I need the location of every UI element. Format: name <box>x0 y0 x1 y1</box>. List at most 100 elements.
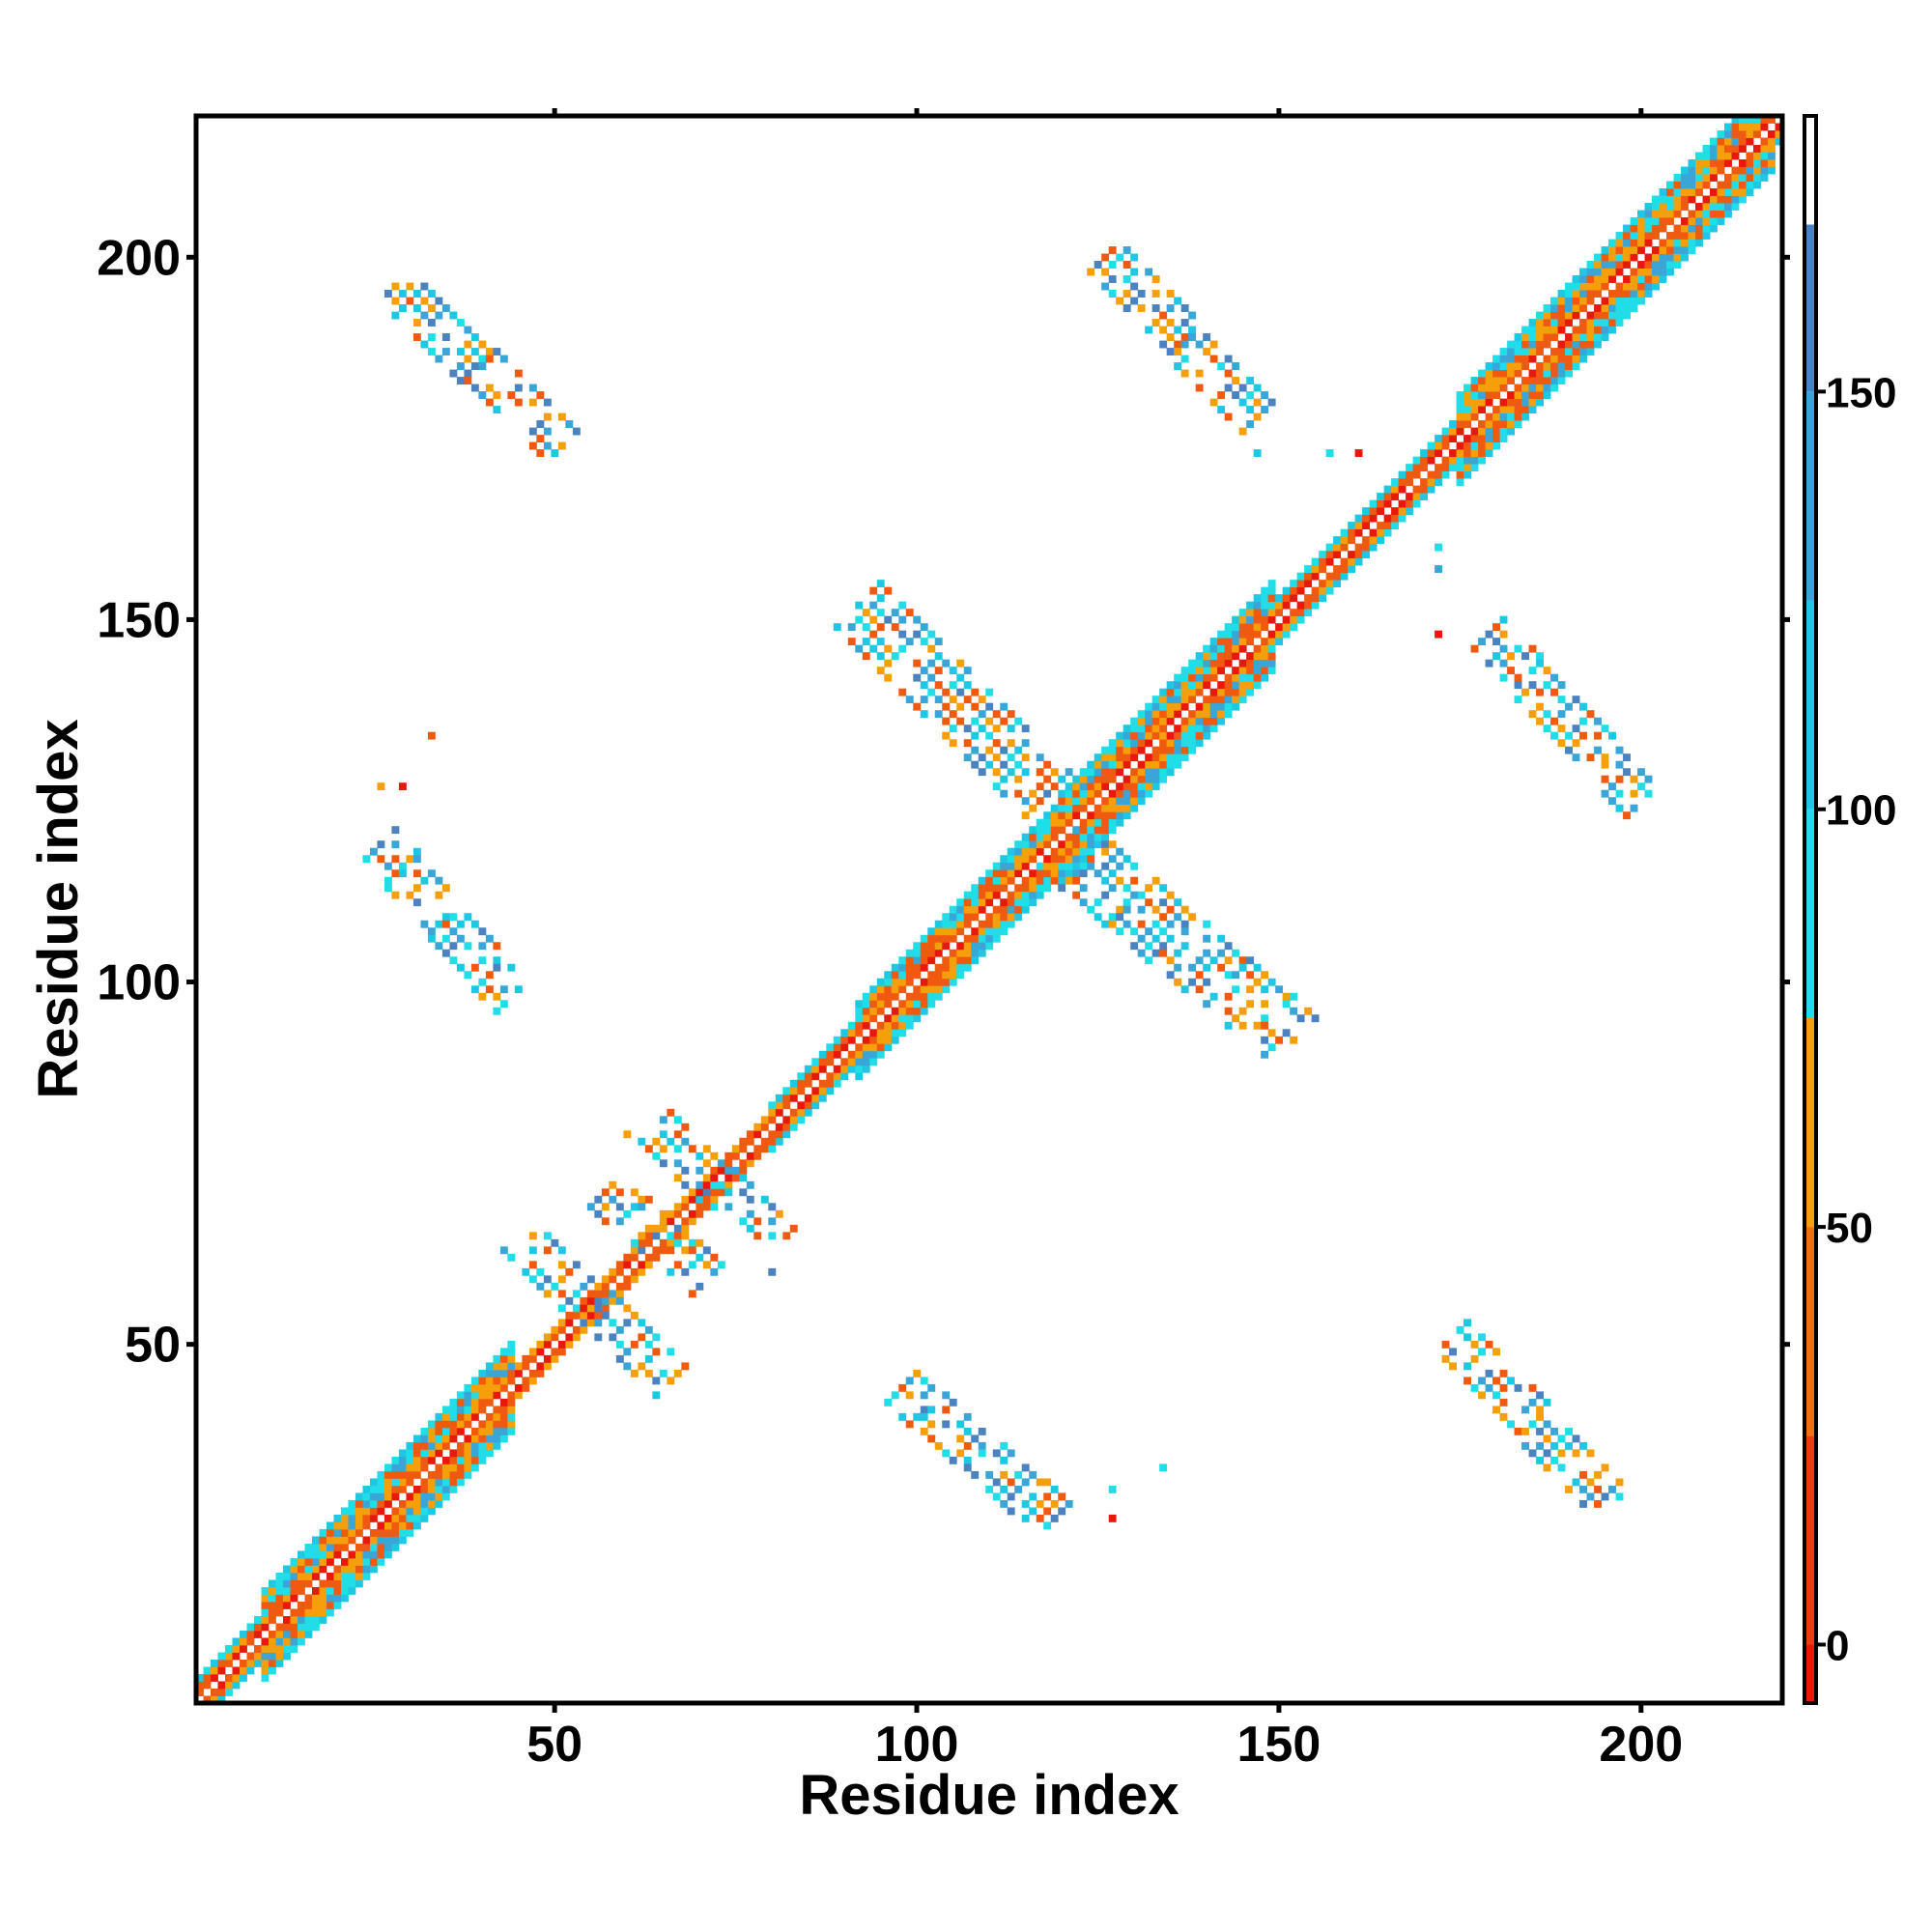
heatmap-cell <box>1166 702 1175 711</box>
heatmap-cell <box>1499 1383 1508 1392</box>
heatmap-cell <box>1325 580 1334 588</box>
heatmap-cell <box>992 876 1001 885</box>
heatmap-cell <box>1203 333 1211 341</box>
heatmap-cell <box>1108 811 1117 820</box>
heatmap-cell <box>673 1203 682 1211</box>
heatmap-cell <box>992 1492 1001 1501</box>
heatmap-cell <box>1101 826 1110 835</box>
heatmap-cell <box>1572 290 1580 298</box>
heatmap-cell <box>927 927 936 936</box>
heatmap-cell <box>456 348 465 355</box>
heatmap-cell <box>1036 782 1044 791</box>
heatmap-cell <box>971 702 980 711</box>
heatmap-cell <box>1485 1369 1493 1378</box>
heatmap-cell <box>586 1304 595 1313</box>
heatmap-cell <box>601 1282 610 1291</box>
heatmap-cell <box>1681 217 1689 225</box>
heatmap-cell <box>1050 826 1059 835</box>
heatmap-cell <box>782 1087 791 1095</box>
heatmap-cell <box>963 956 972 965</box>
heatmap-cell <box>1449 464 1458 472</box>
heatmap-cell <box>913 1014 922 1023</box>
heatmap-cell <box>1151 275 1160 283</box>
heatmap-cell <box>594 1319 603 1327</box>
heatmap-cell <box>1007 768 1015 777</box>
heatmap-cell <box>1217 702 1226 711</box>
heatmap-cell <box>1550 717 1558 725</box>
heatmap-cell <box>956 971 965 980</box>
heatmap-cell <box>898 1021 907 1030</box>
heatmap-cell <box>449 1398 458 1406</box>
heatmap-cell <box>1463 391 1471 399</box>
heatmap-cell <box>1209 340 1218 349</box>
heatmap-cell <box>1644 789 1653 798</box>
heatmap-cell <box>1101 847 1110 856</box>
heatmap-cell <box>398 782 407 791</box>
heatmap-cell <box>1174 340 1182 349</box>
heatmap-cell <box>1209 717 1218 725</box>
heatmap-cell <box>1673 224 1682 233</box>
heatmap-cell <box>1238 667 1247 675</box>
heatmap-cell <box>1203 978 1211 986</box>
heatmap-cell <box>696 1282 704 1291</box>
heatmap-cell <box>551 1354 559 1363</box>
heatmap-cell <box>963 696 972 704</box>
heatmap-cell <box>253 1615 262 1624</box>
heatmap-cell <box>1180 340 1189 349</box>
heatmap-cell <box>840 1058 849 1066</box>
heatmap-cell <box>1166 710 1175 719</box>
heatmap-cell <box>311 1586 320 1595</box>
heatmap-cell <box>1137 717 1146 725</box>
heatmap-cell <box>441 1463 450 1472</box>
heatmap-cell <box>441 1412 450 1421</box>
heatmap-cell <box>905 1007 914 1015</box>
heatmap-cell <box>1224 644 1233 653</box>
heatmap-cell <box>1760 159 1769 167</box>
heatmap-cell <box>217 1689 226 1696</box>
heatmap-cell <box>1087 862 1095 870</box>
heatmap-cell <box>638 1267 646 1276</box>
heatmap-cell <box>1232 673 1240 682</box>
heatmap-cell <box>478 1427 487 1435</box>
heatmap-cell <box>1021 898 1030 907</box>
heatmap-cell <box>1232 644 1240 653</box>
heatmap-cell <box>659 1217 668 1226</box>
heatmap-cell <box>1724 181 1732 189</box>
heatmap-cell <box>1188 963 1197 972</box>
heatmap-cell <box>1630 246 1638 254</box>
heatmap-cell <box>688 1195 696 1204</box>
heatmap-cell <box>630 1203 639 1211</box>
heatmap-cell <box>1717 217 1725 225</box>
heatmap-cell <box>464 326 472 334</box>
heatmap-cell <box>956 949 965 957</box>
heatmap-cell <box>1000 702 1009 711</box>
heatmap-cell <box>1673 195 1682 204</box>
heatmap-cell <box>369 1550 378 1559</box>
heatmap-cell <box>1282 1029 1291 1037</box>
heatmap-cell <box>478 1377 487 1385</box>
heatmap-cell <box>913 942 922 951</box>
heatmap-cell <box>826 1072 835 1081</box>
heatmap-cell <box>884 978 893 986</box>
heatmap-cell <box>1108 840 1117 849</box>
heatmap-cell <box>1267 638 1276 646</box>
heatmap-cell <box>427 304 436 312</box>
heatmap-cell <box>1499 630 1508 639</box>
heatmap-cell <box>1637 217 1645 225</box>
heatmap-cell <box>949 920 957 928</box>
heatmap-cell <box>1180 717 1189 725</box>
heatmap-cell <box>1029 1507 1037 1516</box>
heatmap-cell <box>1087 826 1095 835</box>
heatmap-cell <box>297 1601 305 1609</box>
heatmap-cell <box>1724 188 1732 196</box>
heatmap-cell <box>1659 217 1667 225</box>
heatmap-cell <box>1246 688 1255 696</box>
heatmap-cell <box>572 427 581 436</box>
heatmap-cell <box>1710 166 1718 175</box>
heatmap-cell <box>420 920 429 928</box>
heatmap-cell <box>1601 268 1609 276</box>
heatmap-cell <box>543 398 552 407</box>
heatmap-cell <box>456 1412 465 1421</box>
heatmap-cell <box>1122 731 1131 740</box>
heatmap-cell <box>441 913 450 922</box>
